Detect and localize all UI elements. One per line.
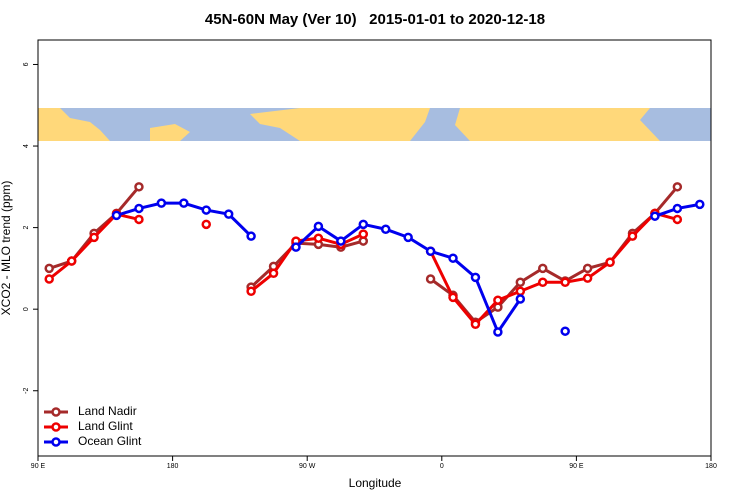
x-tick-label: 90 W (299, 463, 316, 470)
data-point (268, 268, 279, 279)
data-point (425, 274, 436, 284)
data-point (582, 263, 593, 274)
data-point (425, 246, 436, 257)
data-point (582, 273, 593, 283)
data-point (111, 210, 122, 221)
y-tick-label: 0 (23, 307, 30, 311)
data-point (470, 272, 481, 283)
data-point (201, 205, 211, 215)
x-tick-label: 90 E (569, 463, 584, 470)
legend-marker (51, 422, 61, 432)
data-point (358, 219, 369, 230)
data-point (695, 199, 705, 210)
data-point (672, 182, 683, 192)
x-tick-label: 180 (705, 463, 717, 470)
y-tick-label: -2 (23, 388, 30, 394)
y-tick-label: 6 (23, 62, 30, 66)
data-point (538, 277, 548, 288)
legend-label: Land Nadir (78, 404, 137, 418)
data-point (44, 274, 54, 284)
data-point (134, 214, 144, 225)
data-point (179, 198, 189, 208)
data-point (246, 231, 256, 241)
legend-marker (51, 437, 61, 447)
data-point (538, 263, 548, 274)
data-point (448, 292, 458, 303)
legend-marker (51, 407, 61, 417)
data-point (672, 203, 683, 214)
data-point (605, 257, 615, 268)
x-axis-label: Longitude (349, 476, 402, 490)
data-point (515, 277, 526, 288)
data-point (134, 203, 144, 214)
data-point (515, 286, 526, 296)
x-tick-label: 90 E (31, 463, 46, 470)
data-point (493, 327, 503, 337)
data-point (448, 253, 458, 263)
data-point (650, 211, 660, 221)
data-point (201, 219, 211, 230)
legend-label: Ocean Glint (78, 434, 142, 448)
data-point (380, 224, 391, 234)
y-tick-label: 4 (23, 144, 30, 148)
data-point (336, 236, 346, 246)
x-tick-label: 180 (167, 463, 179, 470)
legend-label: Land Glint (78, 419, 133, 433)
data-point (403, 232, 413, 243)
data-point (470, 319, 481, 330)
data-point (246, 286, 256, 296)
x-tick-label: 0 (440, 463, 444, 470)
data-point (89, 232, 99, 243)
data-point (66, 256, 77, 266)
data-point (560, 277, 570, 288)
data-point (156, 198, 167, 208)
plot-frame (37, 39, 712, 457)
data-point (134, 182, 144, 192)
data-point (223, 209, 234, 219)
data-point (672, 214, 683, 225)
data-point (493, 295, 503, 305)
chart-title: 45N-60N May (Ver 10) 2015-01-01 to 2020-… (205, 11, 545, 28)
data-point (44, 263, 54, 274)
map-strip (38, 108, 711, 141)
y-tick-label: 2 (23, 226, 30, 230)
data-point (313, 221, 324, 232)
data-point (515, 294, 526, 304)
data-point (627, 231, 638, 241)
data-point (313, 233, 324, 243)
data-point (560, 326, 570, 336)
data-point (291, 242, 301, 252)
data-point (358, 229, 369, 239)
y-axis-label: XCO2 - MLO trend (ppm) (0, 181, 13, 316)
